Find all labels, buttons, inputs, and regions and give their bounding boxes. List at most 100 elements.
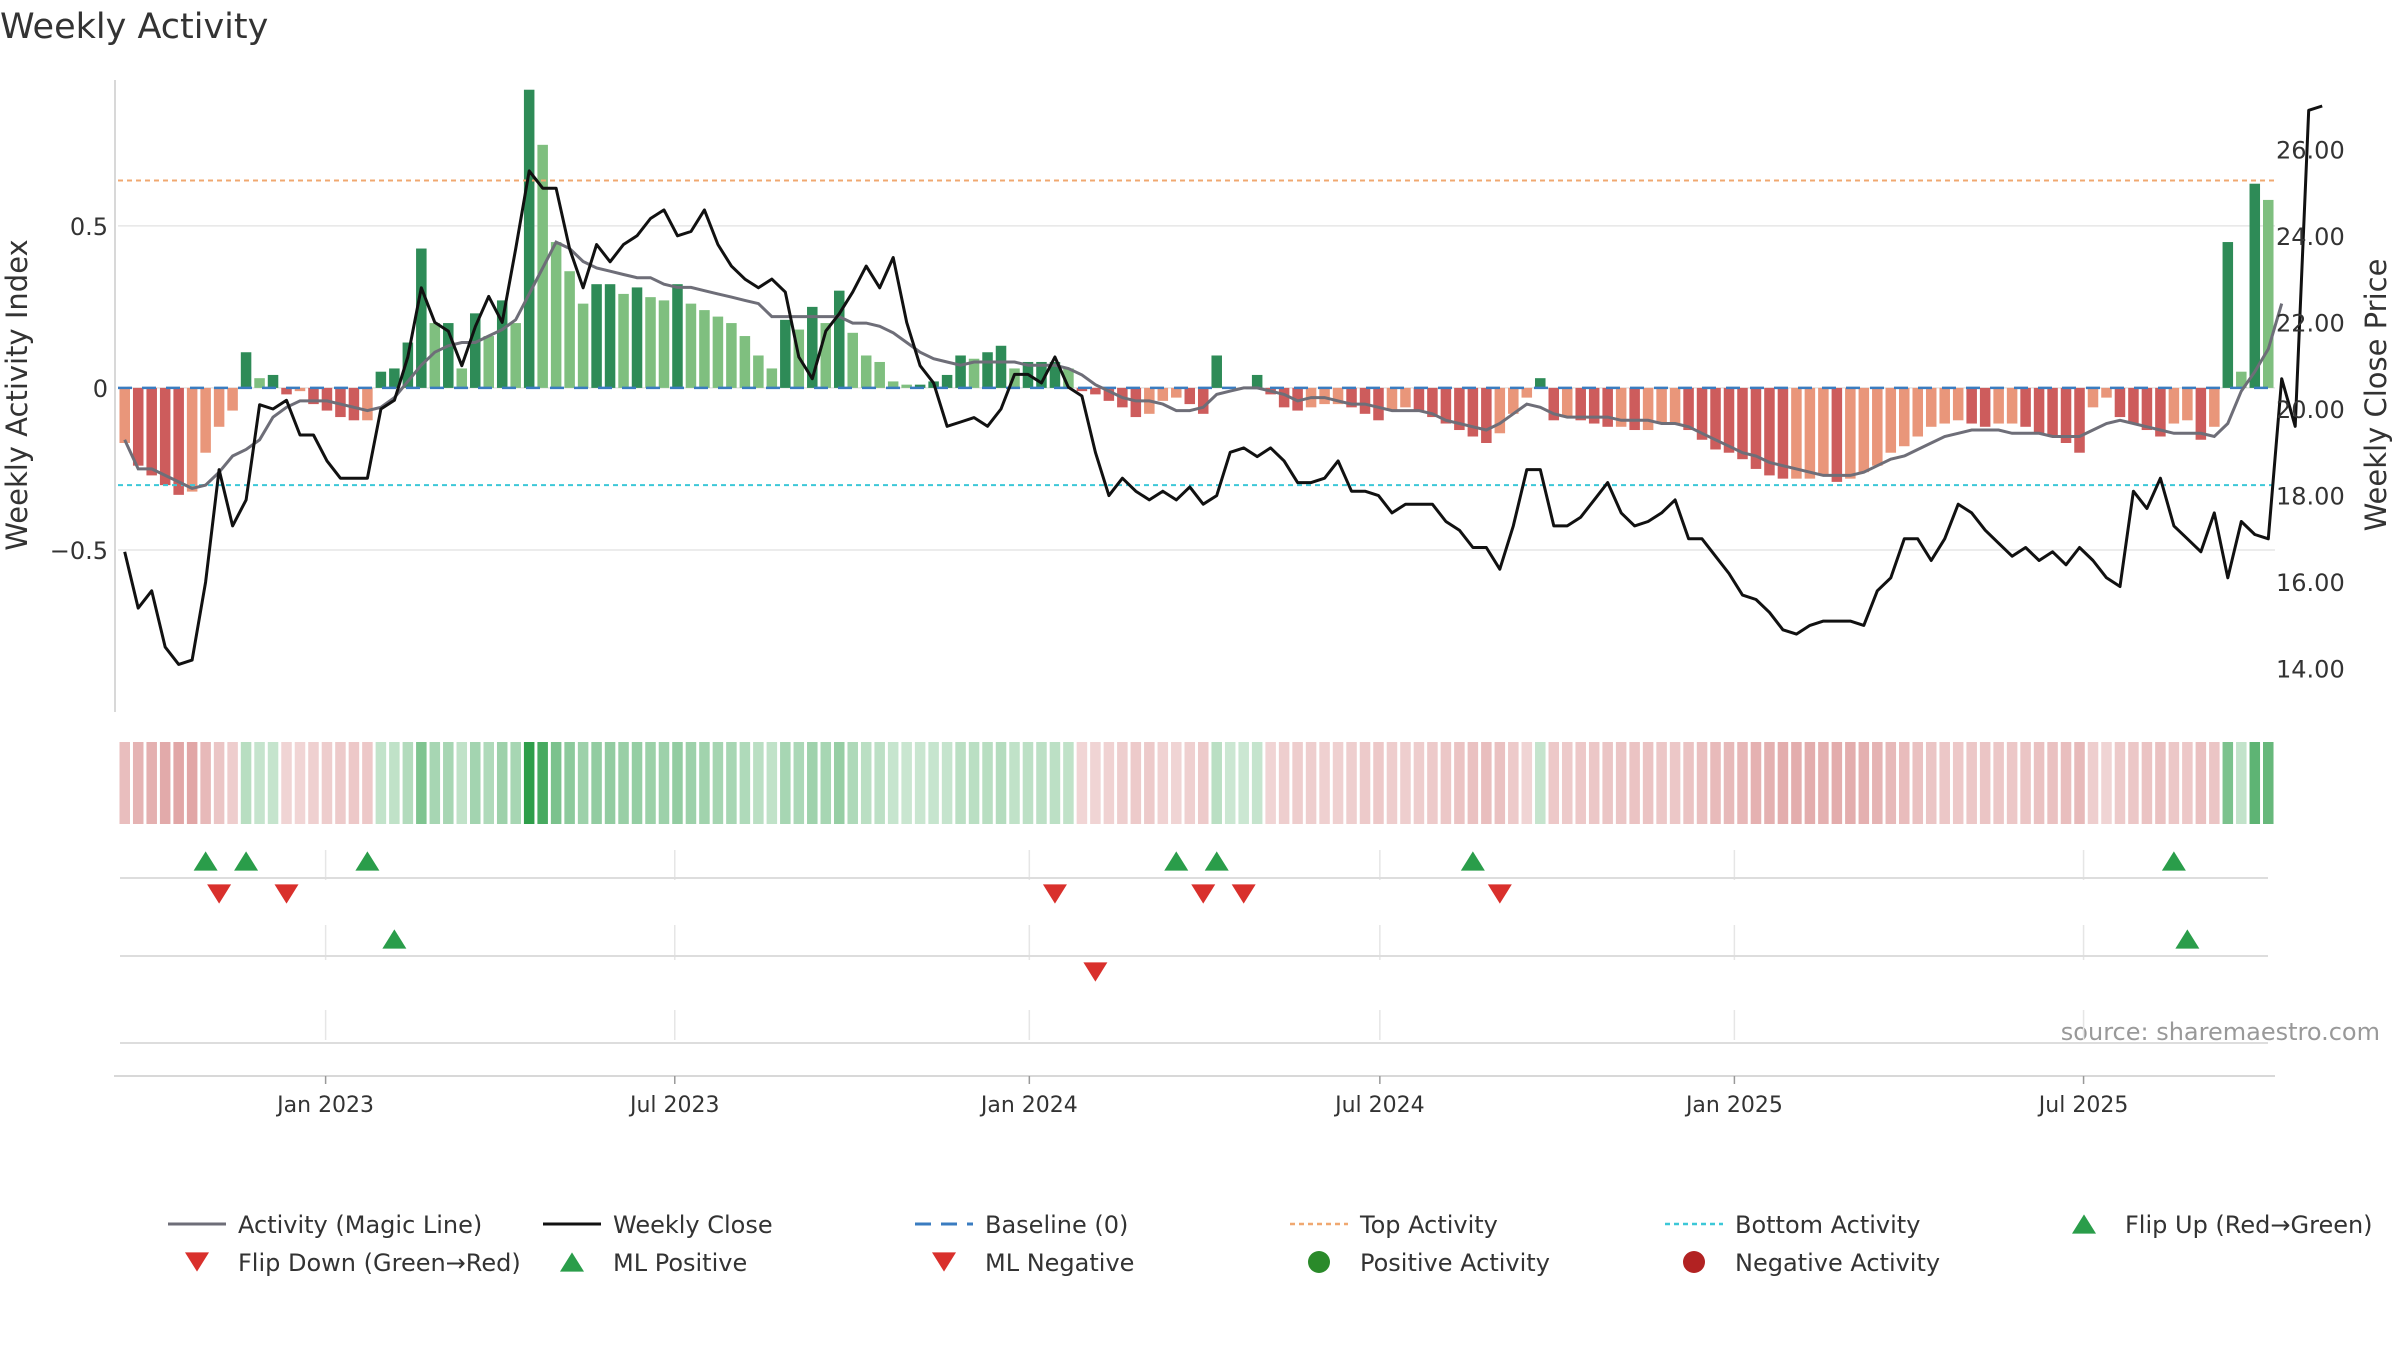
heat-cell bbox=[1588, 742, 1600, 824]
heat-cell bbox=[1440, 742, 1452, 824]
right-tick-label: 20.00 bbox=[2276, 396, 2345, 424]
heat-cell bbox=[672, 742, 683, 824]
activity-bar bbox=[1602, 387, 1613, 427]
activity-bar bbox=[2006, 387, 2018, 424]
bottom-panel bbox=[114, 1042, 2275, 1077]
magic-line bbox=[123, 240, 2284, 490]
activity-bar bbox=[416, 248, 427, 388]
activity-bar bbox=[753, 355, 764, 388]
activity-bar bbox=[1454, 387, 1465, 431]
activity-bar bbox=[1737, 387, 1748, 460]
activity-bar bbox=[914, 384, 926, 388]
activity-bar bbox=[874, 361, 885, 388]
heat-cell bbox=[2060, 742, 2072, 824]
activity-bar bbox=[631, 287, 643, 388]
heat-cell bbox=[1184, 742, 1196, 824]
activity-bar bbox=[887, 381, 899, 388]
heat-cell bbox=[1952, 742, 1964, 824]
activity-bar bbox=[483, 336, 494, 388]
heat-cell bbox=[699, 742, 710, 824]
heat-cell bbox=[1373, 742, 1384, 824]
activity-bar bbox=[1171, 387, 1182, 398]
activity-bar bbox=[1872, 387, 1883, 466]
heat-cell bbox=[1750, 742, 1762, 824]
heat-cell bbox=[2114, 742, 2126, 824]
activity-bar bbox=[901, 384, 912, 388]
activity-bar bbox=[618, 293, 629, 388]
heat-cell bbox=[685, 742, 697, 824]
flip-up-marker bbox=[355, 851, 380, 871]
activity-bar bbox=[550, 242, 562, 388]
legend-label: Bottom Activity bbox=[1735, 1211, 1920, 1239]
activity-bar bbox=[658, 300, 670, 388]
heat-cell bbox=[618, 742, 629, 824]
heat-cell bbox=[2047, 742, 2058, 824]
heat-cell bbox=[1845, 742, 1856, 824]
legend-label: Positive Activity bbox=[1360, 1249, 1550, 1277]
heat-cell bbox=[213, 742, 225, 824]
heat-cell bbox=[294, 742, 306, 824]
heat-cell bbox=[1723, 742, 1735, 824]
activity-bar bbox=[847, 332, 858, 388]
activity-bar bbox=[2020, 387, 2031, 427]
heat-cell bbox=[820, 742, 832, 824]
heat-cell bbox=[1130, 742, 1142, 824]
activity-bar bbox=[1858, 387, 1870, 473]
activity-bar bbox=[1413, 387, 1425, 411]
legend-swatch bbox=[560, 1252, 584, 1272]
flip-down-marker bbox=[1042, 884, 1067, 904]
heat-cell bbox=[1818, 742, 1829, 824]
activity-bar bbox=[213, 387, 225, 427]
x-tick-label: Jan 2024 bbox=[979, 1093, 1078, 1118]
heat-cell bbox=[2087, 742, 2099, 824]
heat-cell bbox=[2074, 742, 2085, 824]
heat-cell bbox=[1615, 742, 1627, 824]
activity-bar bbox=[807, 306, 818, 388]
heat-cell bbox=[335, 742, 346, 824]
y-axis-label-left: Weekly Activity Index bbox=[0, 239, 34, 550]
heat-cell bbox=[1009, 742, 1020, 824]
heat-cell bbox=[1090, 742, 1101, 824]
heat-cell bbox=[537, 742, 548, 824]
activity-bar bbox=[443, 323, 454, 388]
activity-bar bbox=[1939, 387, 1950, 424]
x-tick-label: Jul 2025 bbox=[2037, 1093, 2129, 1118]
legend-label: Flip Down (Green→Red) bbox=[238, 1249, 521, 1277]
activity-bar bbox=[186, 387, 198, 492]
activity-bar bbox=[820, 323, 832, 388]
heat-cell bbox=[1157, 742, 1169, 824]
heat-cell bbox=[1548, 742, 1560, 824]
heat-cell bbox=[1669, 742, 1681, 824]
heat-cell bbox=[1656, 742, 1667, 824]
activity-bar bbox=[348, 387, 360, 421]
activity-bar bbox=[1535, 378, 1546, 388]
heat-cell bbox=[1305, 742, 1317, 824]
activity-bar bbox=[1966, 387, 1977, 424]
legend-swatch bbox=[1683, 1251, 1705, 1273]
heat-cell bbox=[240, 742, 252, 824]
activity-bar bbox=[591, 284, 602, 388]
series-lines bbox=[123, 104, 2323, 666]
activity-bar bbox=[739, 336, 751, 388]
heat-cell bbox=[483, 742, 494, 824]
right-tick-label: 26.00 bbox=[2276, 136, 2345, 164]
activity-bar bbox=[2060, 387, 2072, 443]
legend-label: ML Positive bbox=[613, 1249, 747, 1277]
legend-label: Weekly Close bbox=[613, 1211, 773, 1239]
right-tick-label: 24.00 bbox=[2276, 223, 2345, 251]
activity-bar bbox=[1669, 387, 1681, 424]
activity-bar bbox=[402, 342, 414, 388]
heat-cell bbox=[1925, 742, 1937, 824]
heat-cell bbox=[416, 742, 427, 824]
activity-bar bbox=[1197, 387, 1209, 414]
heat-cell bbox=[793, 742, 805, 824]
heat-cell bbox=[2033, 742, 2045, 824]
heat-cell bbox=[1454, 742, 1465, 824]
heat-cell bbox=[1427, 742, 1438, 824]
activity-bar bbox=[362, 387, 373, 421]
heat-cell bbox=[1238, 742, 1249, 824]
left-tick-label: 0 bbox=[93, 375, 108, 403]
activity-bar bbox=[1157, 387, 1169, 401]
activity-bar bbox=[1993, 387, 2004, 424]
heat-cell bbox=[1413, 742, 1425, 824]
